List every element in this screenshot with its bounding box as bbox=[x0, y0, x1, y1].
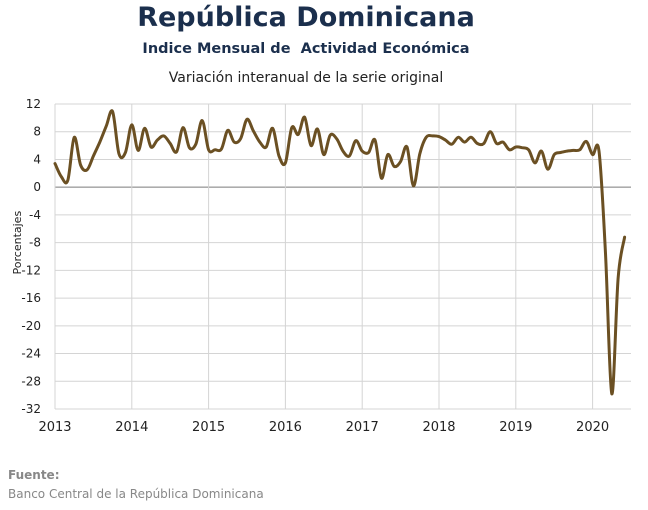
x-tick-label: 2015 bbox=[192, 420, 225, 435]
y-tick-label: -8 bbox=[29, 236, 41, 250]
y-tick-label: -16 bbox=[21, 291, 41, 305]
chart-title: República Dominicana bbox=[137, 2, 475, 33]
source-label: Fuente: bbox=[8, 468, 60, 482]
y-tick-label: -32 bbox=[21, 402, 41, 416]
x-tick-label: 2016 bbox=[269, 420, 302, 435]
y-axis-label: Porcentajes bbox=[11, 211, 24, 275]
y-tick-label: -28 bbox=[21, 374, 41, 388]
y-tick-label: 0 bbox=[33, 180, 41, 194]
x-tick-label: 2019 bbox=[499, 420, 532, 435]
source-text: Banco Central de la República Dominicana bbox=[8, 487, 264, 501]
y-tick-label: 4 bbox=[33, 152, 41, 166]
x-tick-label: 2014 bbox=[115, 420, 148, 435]
y-tick-label: -12 bbox=[21, 263, 41, 277]
y-tick-label: -4 bbox=[29, 208, 41, 222]
series-line bbox=[53, 109, 627, 396]
x-tick-label: 2020 bbox=[576, 420, 609, 435]
y-tick-label: 12 bbox=[26, 97, 41, 111]
x-tick-label: 2013 bbox=[38, 420, 71, 435]
y-tick-label: 8 bbox=[33, 125, 41, 139]
chart-subtitle: Indice Mensual de Actividad Económica bbox=[142, 41, 470, 57]
x-tick-label: 2017 bbox=[346, 420, 379, 435]
chart-subtitle-variation: Variación interanual de la serie origina… bbox=[168, 70, 444, 86]
x-tick-label: 2018 bbox=[422, 420, 455, 435]
y-tick-label: -20 bbox=[21, 319, 41, 333]
y-tick-label: -24 bbox=[21, 347, 41, 361]
line-chart: 12 8 4 0 -4 -8 -12 -16 -20 -24 -28 -32 2013 2014 2015 2… bbox=[11, 97, 631, 435]
